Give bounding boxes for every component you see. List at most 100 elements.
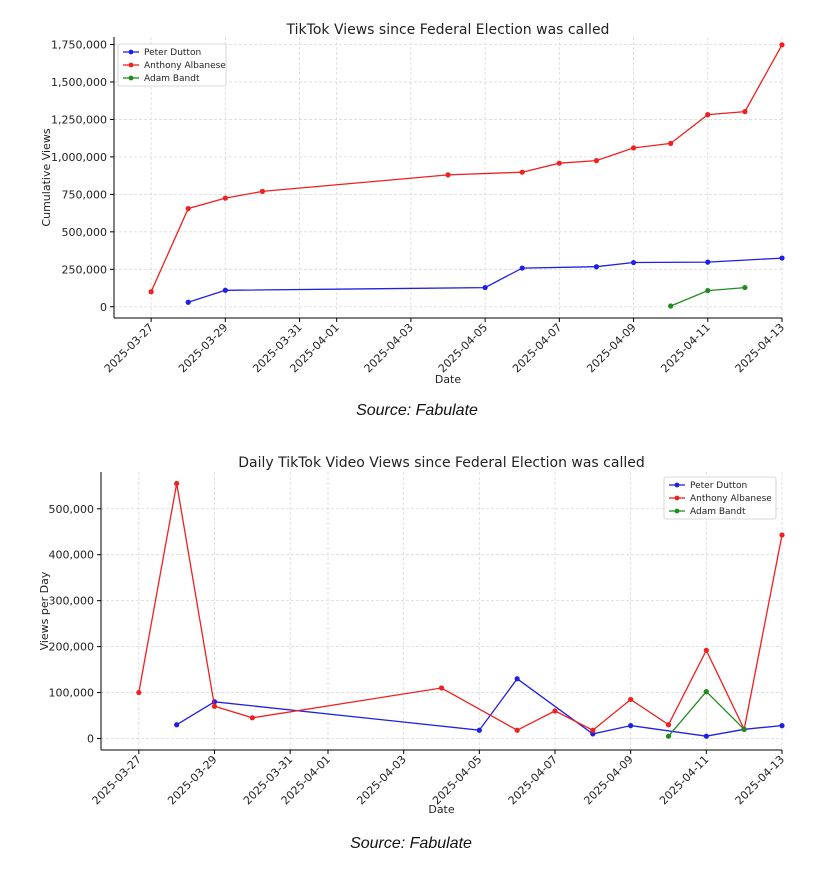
data-point (514, 676, 520, 682)
legend-label: Peter Dutton (690, 481, 747, 491)
data-point (148, 289, 154, 295)
data-point (136, 689, 142, 696)
x-tick-label: 2025-04-03 (354, 753, 408, 807)
data-point (185, 299, 191, 305)
x-tick-label: 2025-04-05 (430, 753, 484, 807)
data-point (482, 284, 488, 291)
chart-title: Daily TikTok Video Views since Federal E… (238, 455, 644, 471)
data-point (742, 109, 748, 115)
data-point (705, 259, 711, 265)
data-point (705, 112, 711, 118)
y-tick-label: 1,000,000 (51, 151, 107, 164)
y-tick-label: 1,750,000 (51, 38, 107, 51)
chart-title: TikTok Views since Federal Election was … (286, 22, 610, 38)
y-tick-label: 1,250,000 (51, 113, 107, 126)
data-point (742, 284, 748, 291)
data-point (185, 205, 191, 212)
x-tick-label: 2025-04-13 (733, 321, 787, 375)
data-point (211, 703, 218, 709)
y-tick-label: 1,500,000 (51, 76, 107, 89)
y-tick-label: 250,000 (62, 263, 108, 276)
data-point (174, 722, 180, 728)
data-point (779, 532, 785, 538)
data-point (593, 264, 600, 270)
legend-label: Anthony Albanese (690, 494, 772, 504)
legend-box (117, 43, 227, 87)
data-point (514, 727, 520, 733)
data-point (705, 287, 711, 294)
series-dutton (185, 255, 785, 305)
data-point (222, 287, 228, 293)
data-point (630, 145, 637, 151)
x-tick-label: 2025-04-07 (506, 753, 560, 807)
y-tick-label: 400,000 (49, 549, 95, 562)
x-axis-label: Date (435, 373, 462, 386)
series-line (187, 257, 783, 303)
data-point (665, 722, 672, 728)
data-point (519, 169, 525, 175)
data-point (590, 727, 596, 733)
legend-swatch-marker (128, 49, 134, 55)
x-tick-label: 2025-04-11 (657, 753, 711, 807)
data-point (703, 733, 709, 739)
x-tick-label: 2025-04-03 (362, 321, 416, 375)
source-caption-1: Source: Fabulate (356, 402, 478, 419)
data-point (438, 685, 445, 691)
x-tick-label: 2025-03-29 (176, 321, 230, 375)
data-point (174, 480, 180, 487)
legend-label: Adam Bandt (690, 507, 746, 517)
data-point (593, 158, 600, 164)
legend-swatch-marker (128, 75, 134, 81)
legend-swatch-marker (128, 62, 134, 68)
data-point (779, 723, 785, 729)
data-point (668, 140, 674, 147)
legend: Peter Dutton Anthony Albanese Adam Bandt (663, 476, 777, 520)
y-tick-label: 100,000 (49, 687, 95, 700)
data-point (779, 42, 785, 48)
y-tick-label: 0 (100, 301, 107, 314)
y-tick-label: 500,000 (49, 503, 95, 516)
y-axis-label: Cumulative Views (40, 128, 53, 226)
x-tick-label: 2025-04-09 (584, 321, 638, 375)
data-point (630, 259, 637, 266)
data-point (519, 265, 525, 271)
x-axis-label: Date (428, 803, 455, 816)
y-tick-label: 0 (87, 733, 94, 746)
data-point (703, 647, 709, 653)
data-point (665, 733, 672, 739)
data-point (222, 195, 228, 201)
x-tick-label: 2025-04-05 (436, 321, 490, 375)
data-point (779, 255, 785, 261)
data-point (628, 696, 634, 703)
x-tick-label: 2025-04-09 (581, 753, 635, 807)
y-tick-label: 750,000 (62, 188, 108, 201)
legend-box (663, 476, 777, 520)
chart-cumulative-views: 2025-03-27 2025-03-29 2025-03-312025-04-01… (40, 22, 787, 386)
legend: Peter Dutton Anthony Albanese Adam Bandt (117, 43, 227, 87)
series-line (138, 483, 783, 732)
legend-swatch-marker (674, 495, 680, 501)
data-point (590, 731, 596, 737)
chart-daily-views: 2025-03-27 2025-03-29 2025-03-312025-04-01… (38, 455, 787, 816)
source-caption-2: Source: Fabulate (350, 835, 472, 852)
legend-label: Adam Bandt (144, 74, 200, 84)
y-tick-label: 200,000 (49, 641, 95, 654)
data-point (628, 723, 634, 729)
data-point (668, 303, 674, 309)
legend-swatch-marker (674, 482, 680, 488)
y-tick-label: 500,000 (62, 226, 108, 239)
data-point (556, 160, 562, 166)
x-tick-label: 2025-03-29 (165, 753, 219, 807)
y-axis-label: Views per Day (38, 571, 51, 650)
data-point (445, 172, 451, 178)
x-tick-label: 2025-04-11 (658, 321, 712, 375)
x-tick-label: 2025-04-13 (733, 753, 787, 807)
legend-swatch-marker (674, 508, 680, 514)
data-point (259, 188, 266, 194)
data-point (703, 689, 709, 695)
series-bandt (665, 689, 747, 739)
x-tick-label: 2025-04-07 (510, 321, 564, 375)
data-point (552, 708, 558, 714)
data-point (249, 715, 255, 721)
